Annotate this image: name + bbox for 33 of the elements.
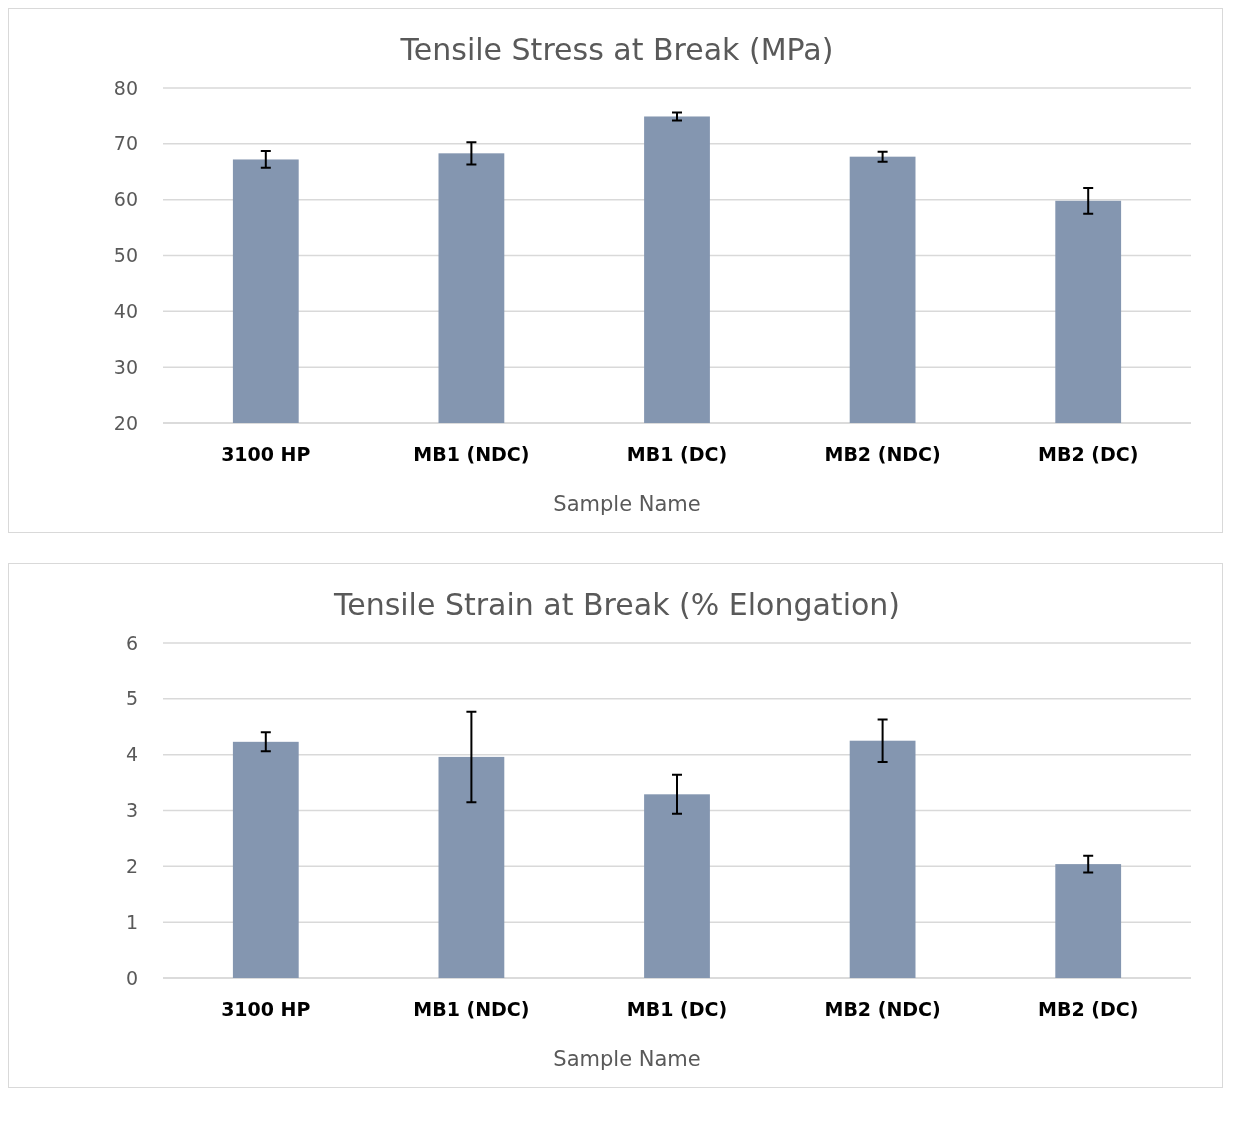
x-tick-label: MB1 (DC) <box>626 443 728 465</box>
x-tick-label: MB1 (NDC) <box>413 443 530 465</box>
bar <box>849 740 916 978</box>
bar <box>644 794 710 978</box>
bar <box>232 741 299 978</box>
chart-title: Tensile Strain at Break (% Elongation) <box>332 587 901 622</box>
chart-title: Tensile Stress at Break (MPa) <box>399 32 834 67</box>
x-tick-label: 3100 HP <box>221 443 311 465</box>
y-tick-label: 3 <box>125 799 138 822</box>
x-tick-label: MB2 (DC) <box>1038 443 1139 465</box>
x-tick-label: MB2 (DC) <box>1038 998 1139 1020</box>
x-tick-label: MB1 (DC) <box>626 998 728 1020</box>
x-tick-label: MB2 (NDC) <box>824 443 941 465</box>
y-tick-label: 5 <box>125 687 138 710</box>
y-tick-label: 30 <box>113 355 138 378</box>
y-tick-label: 70 <box>113 132 138 155</box>
x-tick-label: MB2 (NDC) <box>824 998 941 1020</box>
x-tick-label: 3100 HP <box>221 998 311 1020</box>
bar <box>1055 864 1122 978</box>
bar <box>438 756 505 978</box>
y-tick-label: 4 <box>125 743 138 766</box>
x-axis-title: Sample Name <box>553 492 701 516</box>
y-tick-label: 1 <box>125 910 138 933</box>
y-tick-label: 0 <box>125 966 138 989</box>
y-tick-label: 20 <box>113 411 138 434</box>
y-tick-label: 80 <box>113 76 138 99</box>
x-axis-title: Sample Name <box>553 1047 701 1071</box>
y-tick-label: 50 <box>113 244 138 267</box>
y-tick-label: 2 <box>125 854 138 877</box>
x-tick-label: MB1 (NDC) <box>413 998 530 1020</box>
y-tick-label: 40 <box>113 299 138 322</box>
y-tick-label: 60 <box>113 188 138 211</box>
y-tick-label: 6 <box>125 631 138 654</box>
